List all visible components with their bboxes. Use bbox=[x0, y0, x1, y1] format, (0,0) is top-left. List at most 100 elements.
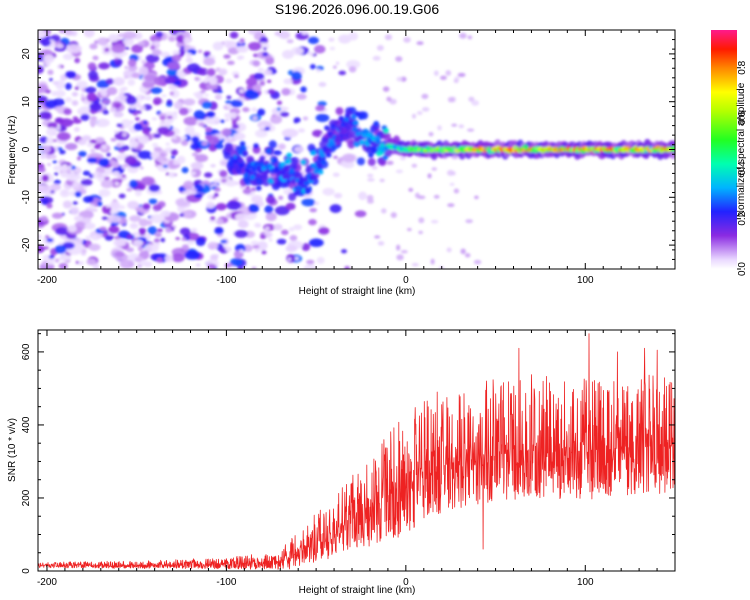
noise-speckle bbox=[322, 187, 335, 196]
signal-core bbox=[320, 159, 327, 165]
noise-speckle bbox=[129, 215, 141, 222]
spectrogram-xlabel: Height of straight line (km) bbox=[299, 286, 416, 297]
noise-speckle bbox=[366, 199, 374, 204]
noise-speckle bbox=[214, 94, 222, 101]
signal-core bbox=[352, 120, 359, 126]
noise-speckle bbox=[367, 177, 375, 182]
noise-speckle bbox=[418, 230, 424, 235]
noise-speckle bbox=[234, 229, 249, 238]
noise-speckle bbox=[286, 39, 294, 44]
noise-speckle bbox=[50, 190, 55, 194]
noise-speckle bbox=[167, 61, 180, 70]
noise-speckle bbox=[66, 44, 82, 54]
noise-speckle bbox=[264, 226, 270, 231]
noise-speckle bbox=[58, 30, 66, 34]
noise-speckle bbox=[233, 74, 239, 79]
noise-speckle bbox=[190, 142, 200, 150]
noise-speckle bbox=[48, 254, 55, 259]
noise-speckle bbox=[333, 155, 338, 159]
noise-speckle bbox=[281, 128, 299, 138]
noise-speckle bbox=[41, 174, 49, 182]
noise-speckle bbox=[338, 70, 347, 76]
noise-speckle bbox=[78, 260, 85, 266]
noise-speckle bbox=[276, 100, 283, 106]
noise-speckle bbox=[236, 45, 249, 53]
noise-speckle bbox=[74, 191, 82, 198]
noise-speckle bbox=[464, 253, 471, 258]
snr-marks bbox=[38, 333, 675, 570]
noise-speckle bbox=[185, 52, 192, 58]
noise-speckle bbox=[110, 137, 117, 142]
noise-speckle bbox=[54, 117, 65, 124]
noise-speckle bbox=[207, 68, 216, 77]
noise-speckle bbox=[125, 95, 138, 105]
noise-speckle bbox=[88, 243, 101, 251]
noise-speckle bbox=[65, 97, 72, 103]
snr-ytick-label: 0 bbox=[21, 568, 32, 574]
noise-speckle bbox=[60, 126, 66, 132]
noise-speckle bbox=[179, 213, 185, 217]
noise-speckle bbox=[64, 71, 75, 79]
noise-speckle bbox=[123, 51, 128, 56]
signal-core bbox=[373, 120, 380, 127]
noise-speckle bbox=[207, 135, 220, 145]
signal-core bbox=[353, 141, 360, 147]
signal-core bbox=[300, 159, 307, 165]
noise-speckle bbox=[153, 133, 161, 139]
noise-speckle bbox=[273, 223, 283, 231]
noise-speckle bbox=[230, 99, 243, 108]
noise-speckle bbox=[318, 82, 327, 87]
spectrogram-ytick-label: 10 bbox=[21, 96, 32, 108]
noise-speckle bbox=[318, 227, 330, 235]
noise-speckle bbox=[142, 203, 151, 210]
noise-speckle bbox=[73, 240, 79, 245]
noise-speckle bbox=[263, 47, 267, 51]
noise-speckle bbox=[293, 146, 305, 153]
noise-speckle bbox=[382, 86, 390, 92]
noise-speckle bbox=[449, 182, 455, 186]
noise-speckle bbox=[206, 111, 215, 118]
noise-speckle bbox=[113, 130, 119, 134]
noise-speckle bbox=[72, 118, 82, 124]
noise-speckle bbox=[247, 41, 262, 51]
noise-speckle bbox=[411, 263, 419, 267]
noise-speckle bbox=[46, 127, 57, 137]
noise-speckle bbox=[97, 201, 103, 207]
noise-speckle bbox=[71, 91, 79, 97]
noise-speckle bbox=[183, 180, 194, 190]
noise-speckle bbox=[68, 173, 76, 178]
noise-speckle bbox=[276, 107, 281, 111]
noise-speckle bbox=[173, 101, 184, 110]
snr-xtick-label: 0 bbox=[403, 577, 409, 588]
noise-speckle bbox=[252, 115, 258, 121]
noise-speckle bbox=[101, 216, 109, 221]
noise-speckle bbox=[220, 239, 228, 244]
noise-speckle bbox=[447, 203, 455, 208]
noise-speckle bbox=[213, 179, 219, 184]
noise-speckle bbox=[153, 146, 163, 152]
noise-speckle bbox=[451, 155, 459, 160]
noise-speckle bbox=[190, 171, 196, 176]
noise-speckle bbox=[105, 78, 115, 85]
noise-speckle bbox=[197, 49, 203, 54]
noise-speckle bbox=[226, 104, 232, 109]
noise-speckle bbox=[46, 162, 52, 166]
noise-speckle bbox=[157, 163, 170, 172]
noise-speckle bbox=[220, 160, 228, 166]
noise-speckle bbox=[239, 89, 245, 94]
noise-speckle bbox=[251, 107, 257, 112]
colorbar: 0.0 0.2 0.4 0.6 0.8 Normalized spectral ampl… bbox=[711, 30, 748, 276]
noise-speckle bbox=[422, 107, 430, 112]
noise-speckle bbox=[328, 37, 335, 42]
noise-speckle bbox=[77, 138, 87, 146]
noise-speckle bbox=[160, 210, 171, 218]
noise-speckle bbox=[128, 140, 139, 148]
noise-speckle bbox=[88, 70, 99, 80]
noise-speckle bbox=[52, 139, 58, 143]
noise-speckle bbox=[55, 226, 70, 236]
noise-speckle bbox=[446, 247, 452, 253]
noise-speckle bbox=[198, 122, 206, 127]
signal-core bbox=[358, 114, 364, 120]
spectrogram-ylabel: Frequency (Hz) bbox=[7, 116, 18, 185]
signal-core bbox=[330, 140, 336, 147]
